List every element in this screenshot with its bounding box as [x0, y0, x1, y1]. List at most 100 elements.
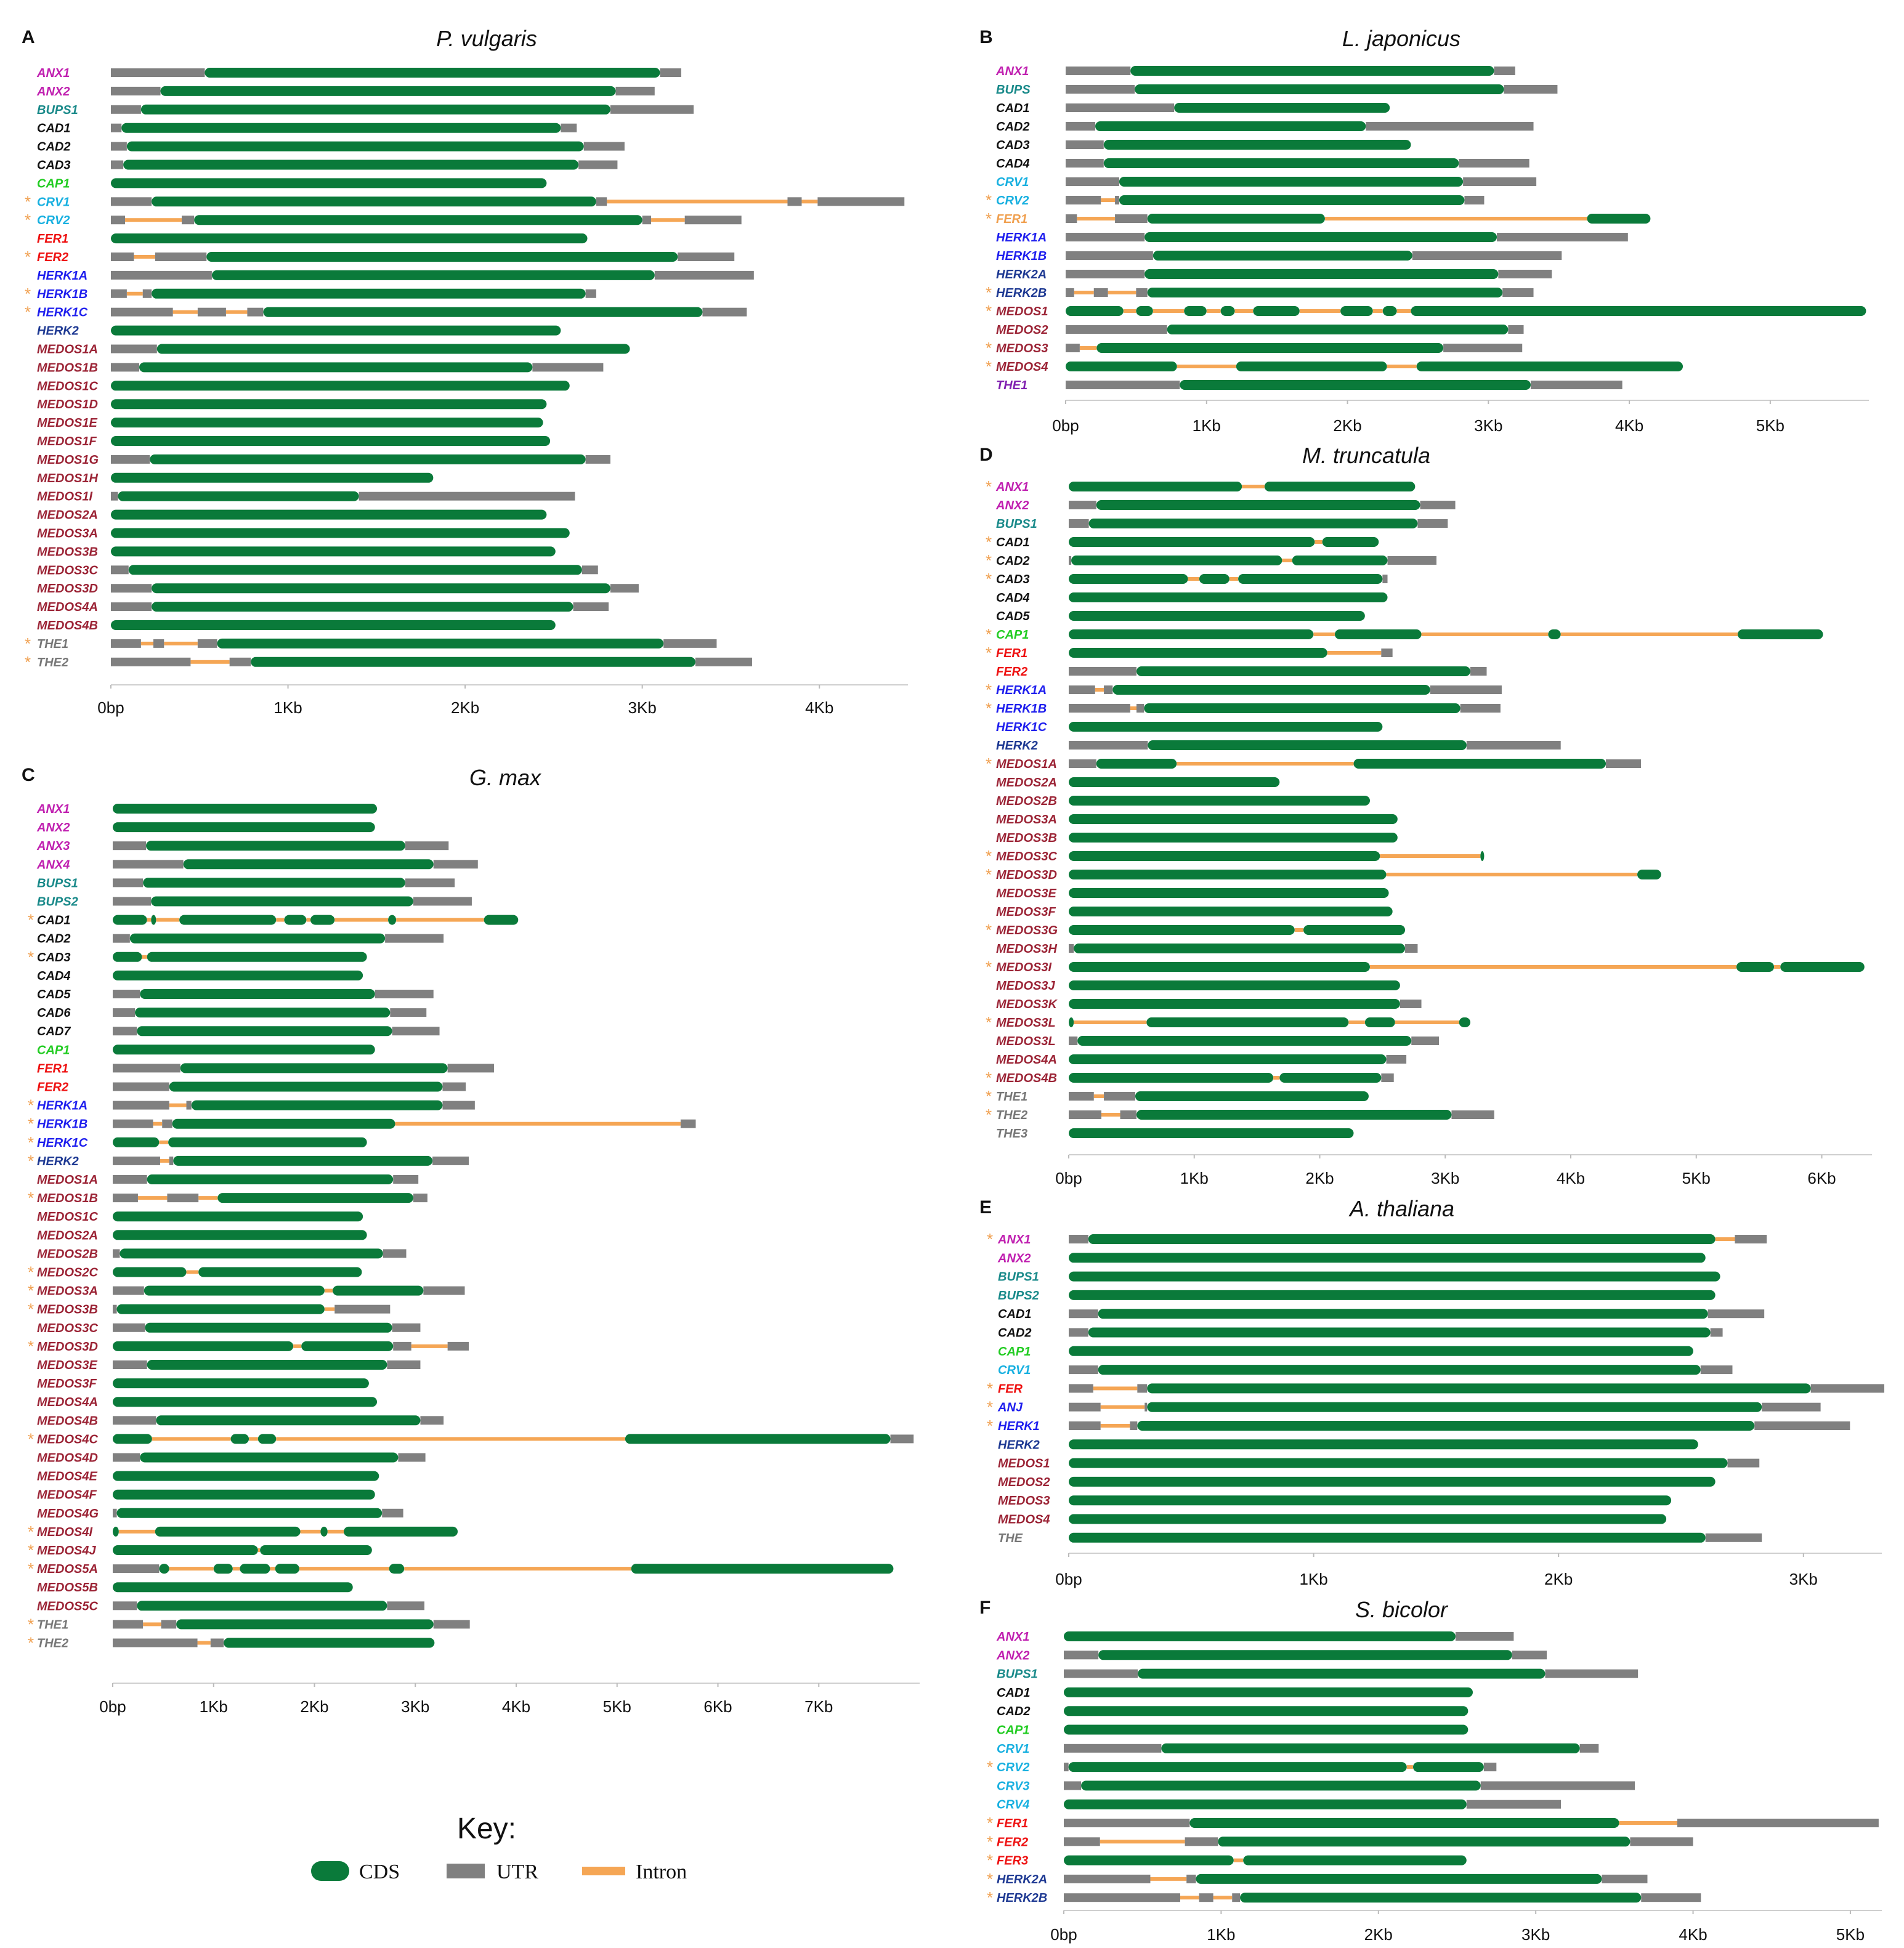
intron-segment	[1396, 309, 1411, 313]
intron-segment	[1123, 309, 1136, 313]
x-tick-label: 5Kb	[1682, 1169, 1711, 1187]
cds-segment	[1088, 1327, 1711, 1338]
cds-segment	[310, 915, 335, 925]
utr-segment	[1762, 1402, 1821, 1412]
cds-segment	[213, 1564, 233, 1574]
utr-segment	[1104, 685, 1113, 694]
gene-row: CRV4	[997, 1798, 1562, 1812]
gene-row: * HERK2B	[986, 283, 1534, 302]
gene-row: * CRV2	[987, 1758, 1497, 1776]
cds-segment	[198, 1267, 362, 1277]
gene-label: MEDOS1F	[37, 435, 97, 448]
cds-segment	[1340, 306, 1373, 316]
utr-segment	[1459, 159, 1529, 168]
cds-segment	[260, 1545, 372, 1555]
gene-label: THE2	[37, 656, 68, 669]
cds-segment	[1737, 629, 1823, 639]
gene-row: MEDOS2	[998, 1476, 1716, 1489]
cds-segment	[1095, 121, 1366, 131]
gene-row: CAD3	[996, 139, 1411, 152]
gene-row: * ANX1	[987, 1230, 1767, 1248]
intron-segment	[1095, 688, 1104, 692]
gene-label: BUPS1	[37, 876, 78, 890]
cds-segment	[111, 381, 570, 391]
asterisk-marker: *	[986, 1069, 992, 1087]
cds-segment	[1064, 1799, 1467, 1809]
cds-segment	[113, 822, 375, 833]
asterisk-marker: *	[987, 1417, 993, 1435]
utr-segment	[1069, 1037, 1078, 1045]
intron-segment	[197, 1641, 211, 1645]
asterisk-marker: *	[25, 303, 31, 321]
utr-segment	[1810, 1384, 1884, 1393]
utr-segment	[1705, 1533, 1762, 1542]
gene-label: MEDOS3B	[37, 545, 98, 559]
gene-row: BUPS2	[37, 895, 472, 909]
intron-segment	[334, 918, 389, 922]
gene-row: * MEDOS1A	[986, 754, 1642, 773]
utr-segment	[702, 307, 747, 317]
gene-label: CAP1	[37, 177, 70, 190]
gene-row: ANX1	[995, 65, 1515, 78]
utr-segment	[393, 1175, 419, 1184]
intron-segment	[1213, 1896, 1233, 1900]
gene-row: * MEDOS1	[986, 302, 1866, 320]
panel-letter: D	[979, 445, 993, 465]
gene-label: MEDOS4I	[37, 1526, 92, 1539]
utr-segment	[111, 68, 205, 77]
gene-label: MEDOS2B	[37, 1247, 98, 1261]
utr-segment	[583, 142, 625, 151]
gene-label: CAD3	[37, 951, 70, 964]
asterisk-marker: *	[28, 1096, 34, 1115]
gene-label: BUPS	[996, 83, 1031, 97]
utr-segment	[1069, 501, 1096, 509]
gene-label: HERK2	[996, 739, 1038, 753]
cds-segment	[139, 362, 533, 373]
intron-segment	[404, 1567, 631, 1571]
cds-segment	[389, 1564, 405, 1574]
utr-segment	[573, 602, 609, 612]
gene-row: CAD2	[998, 1327, 1723, 1340]
x-tick-label: 5Kb	[1836, 1925, 1865, 1944]
gene-row: * MEDOS3I	[986, 958, 1865, 976]
cds-segment	[224, 1638, 435, 1648]
gene-row: * CAP1	[986, 625, 1823, 644]
intron-segment	[299, 1567, 389, 1571]
cds-segment	[176, 1619, 434, 1630]
utr-segment	[1066, 344, 1080, 352]
cds-segment	[135, 1008, 391, 1018]
utr-segment	[1066, 140, 1104, 149]
utr-segment	[1069, 1110, 1101, 1119]
intron-segment	[1294, 928, 1304, 932]
utr-segment	[111, 270, 212, 280]
gene-label: HERK2A	[996, 268, 1047, 281]
utr-segment	[585, 455, 610, 464]
cds-segment	[625, 1434, 891, 1444]
gene-label: MEDOS3D	[996, 868, 1057, 882]
utr-segment	[113, 1564, 160, 1574]
gene-row: HERK1B	[996, 249, 1562, 263]
gene-row: * HERK1A	[28, 1096, 475, 1115]
utr-segment	[578, 160, 618, 169]
gene-row: MEDOS4E	[37, 1470, 379, 1484]
utr-segment	[113, 897, 152, 906]
asterisk-marker: *	[25, 192, 31, 211]
cds-segment	[147, 1174, 394, 1184]
utr-segment	[1069, 944, 1074, 953]
cds-segment	[1069, 907, 1393, 916]
gene-row: * MEDOS1B	[28, 1189, 427, 1207]
gene-row: * MEDOS2C	[28, 1263, 362, 1282]
gene-label: FER1	[996, 647, 1027, 660]
gene-label: CRV1	[998, 1364, 1031, 1377]
utr-segment	[1466, 1800, 1562, 1809]
gene-row: MEDOS4G	[37, 1507, 403, 1521]
utr-segment	[610, 584, 639, 593]
gene-label: HERK1B	[37, 1118, 87, 1131]
gene-row: MEDOS3H	[996, 942, 1418, 956]
utr-segment	[1066, 381, 1180, 389]
intron-segment	[1315, 540, 1323, 544]
panel-title: M. truncatula	[1302, 443, 1430, 468]
cds-segment	[1081, 1780, 1481, 1791]
cds-segment	[123, 160, 579, 170]
utr-segment	[169, 1156, 174, 1165]
